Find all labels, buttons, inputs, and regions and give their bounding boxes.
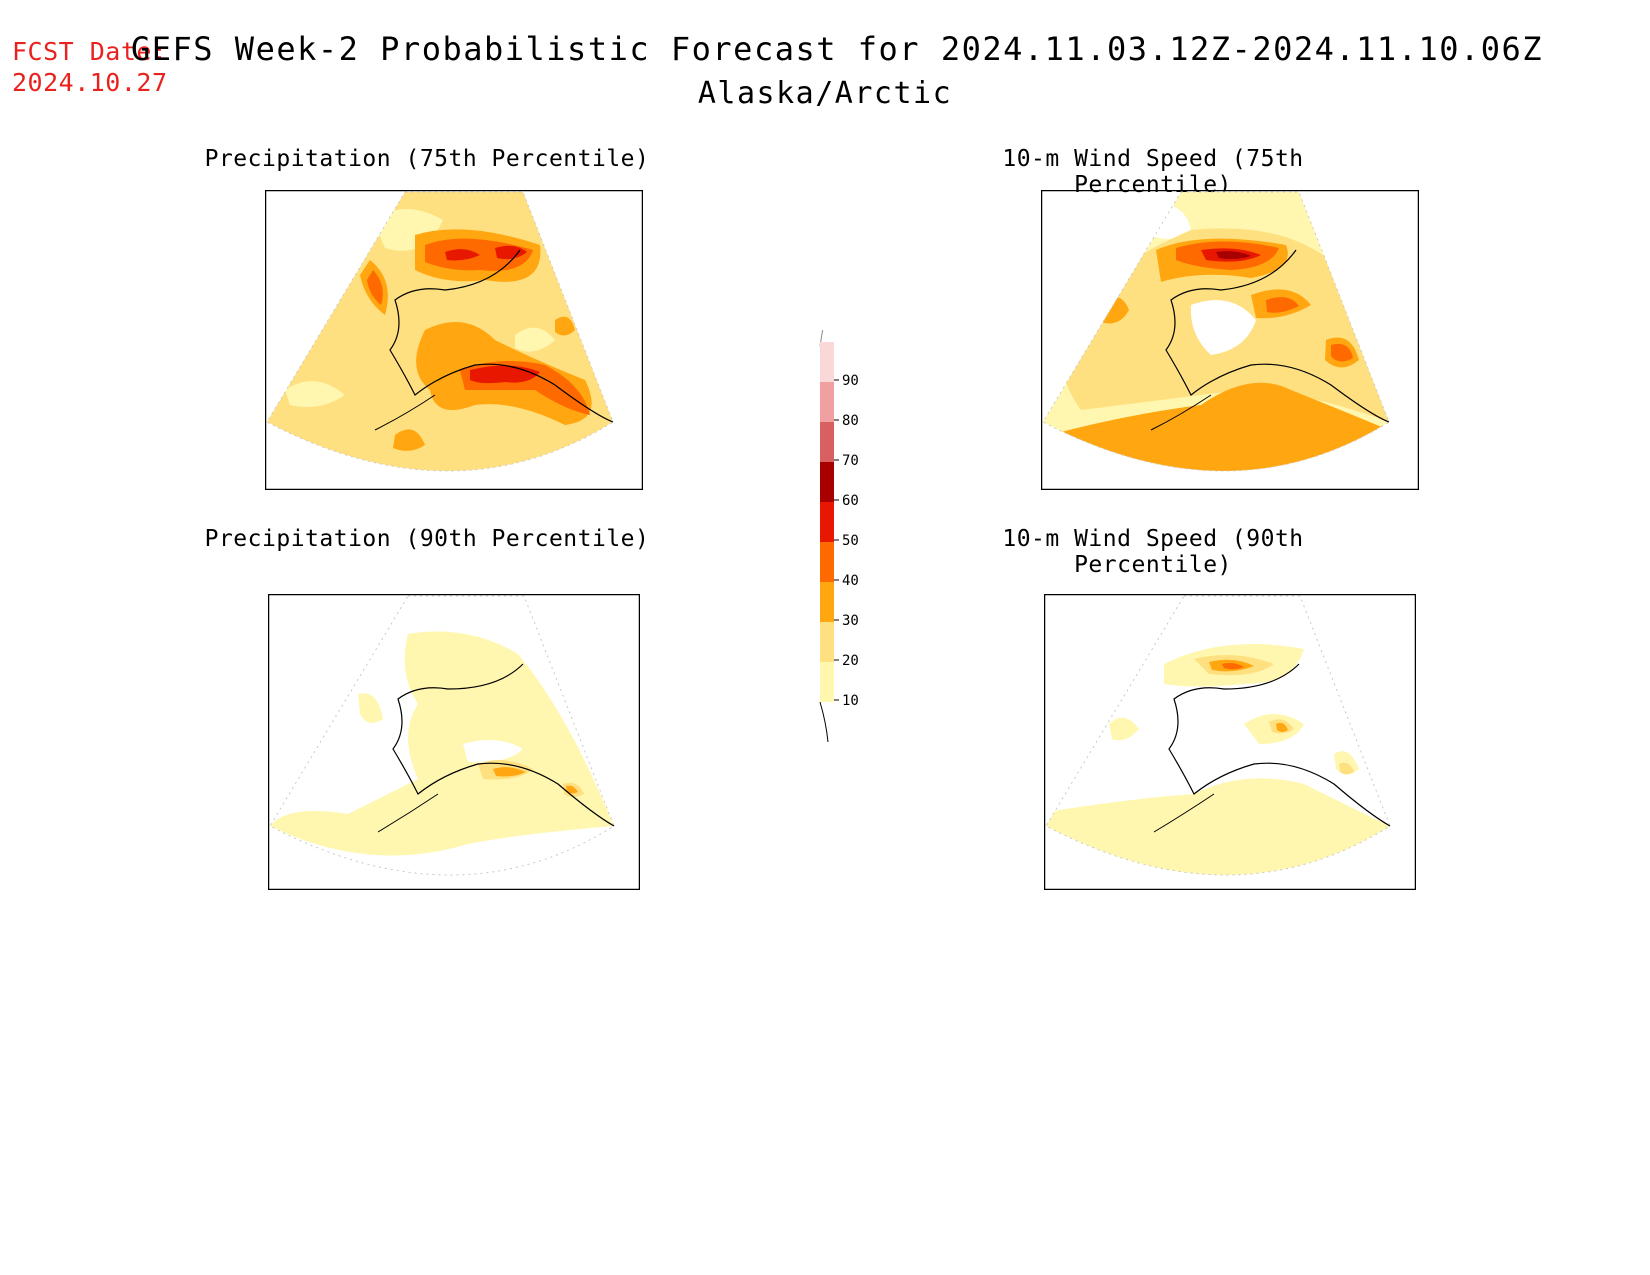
coastline xyxy=(389,249,614,423)
prob-10-area xyxy=(1109,717,1139,741)
map-frame xyxy=(1044,594,1416,890)
map-frame xyxy=(265,190,643,490)
prob-30-area xyxy=(1276,722,1288,732)
colorbar-swatch xyxy=(820,662,834,702)
prob-20-area xyxy=(1339,762,1354,775)
prob-10-area xyxy=(270,631,614,856)
prob-40-area xyxy=(1266,297,1299,313)
main-title: GEFS Week-2 Probabilistic Forecast for 2… xyxy=(130,30,1544,68)
prob-0-area xyxy=(1190,300,1256,355)
panel-title-wind-90: 10-m Wind Speed (90th Percentile) xyxy=(1002,526,1304,578)
colorbar-tick-label: 90 xyxy=(842,373,859,389)
colorbar-tick-label: 20 xyxy=(842,653,859,669)
prob-10-area xyxy=(358,693,383,723)
colorbar-swatch xyxy=(820,382,834,422)
colorbar-tick-label: 50 xyxy=(842,533,859,549)
prob-30-area xyxy=(555,316,575,336)
prob-30-area xyxy=(493,767,526,777)
map-frame xyxy=(1041,190,1419,490)
colorbar-tick-label: 30 xyxy=(842,613,859,629)
prob-30-area xyxy=(393,429,425,451)
prob-10-area xyxy=(285,381,345,408)
colorbar-swatch xyxy=(820,582,834,622)
region-subtitle: Alaska/Arctic xyxy=(697,76,953,111)
prob-30-area xyxy=(566,785,578,794)
colorbar-tick-label: 70 xyxy=(842,453,859,469)
forecast-date-value: 2024.10.27 xyxy=(12,68,168,97)
prob-40-area xyxy=(1331,343,1353,362)
panel-title-precip-75: Precipitation (75th Percentile) xyxy=(204,146,650,172)
colorbar-swatch xyxy=(820,502,834,542)
colorbar-swatch xyxy=(820,462,834,502)
fan-outline xyxy=(1042,191,1390,472)
coastline xyxy=(1153,793,1215,833)
colorbar-swatch xyxy=(820,422,834,462)
colorbar-tick-label: 60 xyxy=(842,493,859,509)
coastline xyxy=(1168,663,1391,827)
coastline xyxy=(1165,249,1390,423)
prob-0-area xyxy=(463,740,523,763)
colorbar-swatch xyxy=(820,542,834,582)
map-precip-90 xyxy=(268,594,640,890)
prob-10-area xyxy=(515,327,555,352)
colorbar-tick-label: 40 xyxy=(842,573,859,589)
colorbar-swatch xyxy=(820,622,834,662)
coastline xyxy=(377,793,439,833)
panel-title-precip-90: Precipitation (90th Percentile) xyxy=(204,526,650,552)
map-frame xyxy=(268,594,640,890)
prob-60-area xyxy=(1216,251,1251,260)
coastline xyxy=(392,663,615,827)
map-precip-75 xyxy=(265,190,643,490)
fan-outline xyxy=(1045,595,1391,876)
prob-50-area xyxy=(495,245,527,260)
colorbar-tick-label: 80 xyxy=(842,413,859,429)
fan-outline xyxy=(266,191,614,472)
map-wind-90 xyxy=(1044,594,1416,890)
fan-outline xyxy=(269,595,615,876)
colorbar: 10 20 30 40 50 60 70 80 90 xyxy=(819,330,859,743)
colorbar-lower-wedge xyxy=(819,701,829,743)
forecast-date-label: FCST Date: xyxy=(12,37,168,66)
prob-40-area xyxy=(1222,663,1244,670)
prob-40-area xyxy=(367,270,383,305)
forecast-date-block: FCST Date: 2024.10.27 xyxy=(12,36,168,98)
prob-50-area xyxy=(445,249,480,261)
colorbar-tick-label: 10 xyxy=(842,693,859,709)
colorbar-swatch xyxy=(820,342,834,382)
coastline xyxy=(1150,394,1212,431)
coastline xyxy=(374,394,436,431)
map-wind-75 xyxy=(1041,190,1419,490)
